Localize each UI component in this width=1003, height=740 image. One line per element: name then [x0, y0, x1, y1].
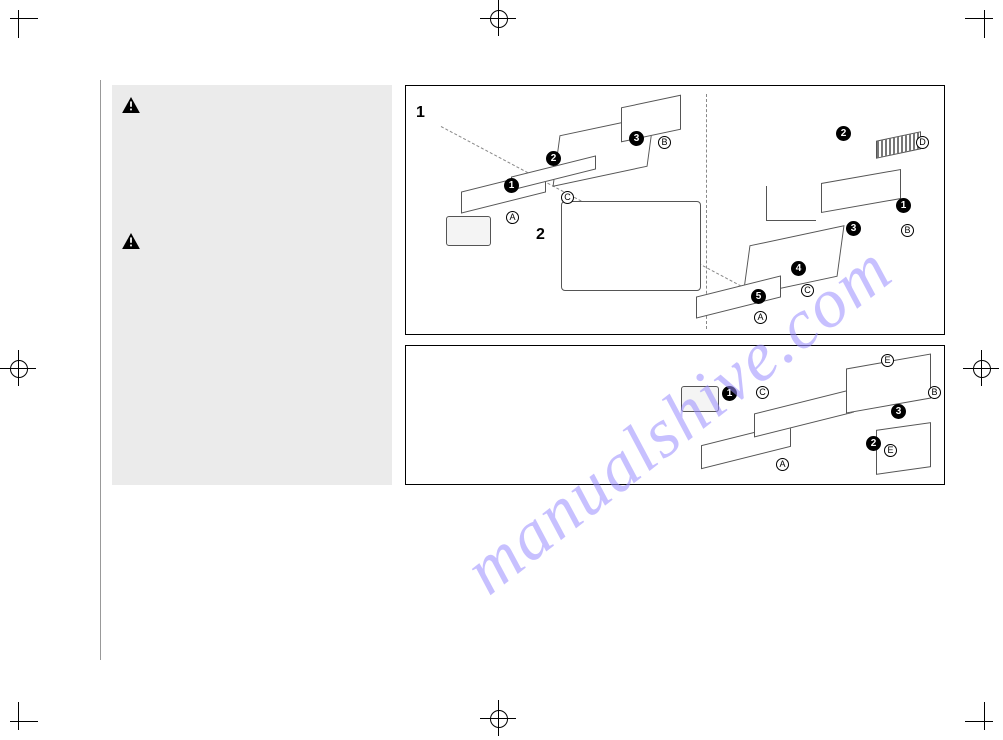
part-marker: E	[881, 354, 894, 367]
lineart-thumb	[446, 216, 491, 246]
part-marker: D	[916, 136, 929, 149]
lineart-blank	[561, 201, 701, 291]
page-vertical-rule	[100, 80, 101, 660]
step-marker: 5	[751, 289, 766, 304]
step-marker: 2	[546, 151, 561, 166]
part-marker: B	[928, 386, 941, 399]
part-marker: A	[506, 211, 519, 224]
lineart-thumb	[681, 386, 719, 412]
reg-target-mid-left	[0, 350, 40, 390]
lineart-bracket	[766, 186, 816, 221]
step-marker: 1	[722, 386, 737, 401]
reg-mark-bottom-left	[10, 690, 50, 730]
step-marker: 3	[846, 221, 861, 236]
reg-mark-bottom-right	[953, 690, 993, 730]
reg-target-bottom-center	[480, 700, 520, 740]
part-marker: E	[884, 444, 897, 457]
step-marker: 4	[791, 261, 806, 276]
diagram-panel-top: 1 2 1 2 3 A B C 1 2 3 4 5 A B C D	[405, 85, 945, 335]
lineart-slot	[821, 169, 901, 213]
page-content: 1 2 1 2 3 A B C 1 2 3 4 5 A B C D	[100, 80, 953, 680]
section-number: 1	[416, 104, 425, 122]
part-marker: B	[901, 224, 914, 237]
reg-mark-top-left	[10, 10, 50, 50]
step-marker: 1	[504, 178, 519, 193]
part-marker: C	[561, 191, 574, 204]
part-marker: A	[776, 458, 789, 471]
part-marker: C	[756, 386, 769, 399]
reg-target-top-center	[480, 0, 520, 40]
lineart-connector	[876, 131, 921, 159]
step-marker: 3	[891, 404, 906, 419]
section-number: 2	[536, 226, 545, 244]
warning-triangle-icon	[122, 97, 140, 113]
lineart-panel	[696, 275, 781, 318]
reg-target-mid-right	[963, 350, 1003, 390]
step-marker: 3	[629, 131, 644, 146]
diagram-panel-bottom: 1 2 3 A B C E E	[405, 345, 945, 485]
part-marker: C	[801, 284, 814, 297]
warnings-sidebar	[112, 85, 392, 485]
lineart-panel	[754, 389, 854, 438]
warning-item	[122, 233, 382, 249]
step-marker: 2	[866, 436, 881, 451]
part-marker: B	[658, 136, 671, 149]
warning-item	[122, 97, 382, 113]
part-marker: A	[754, 311, 767, 324]
reg-mark-top-right	[953, 10, 993, 50]
warning-triangle-icon	[122, 233, 140, 249]
step-marker: 2	[836, 126, 851, 141]
step-marker: 1	[896, 198, 911, 213]
